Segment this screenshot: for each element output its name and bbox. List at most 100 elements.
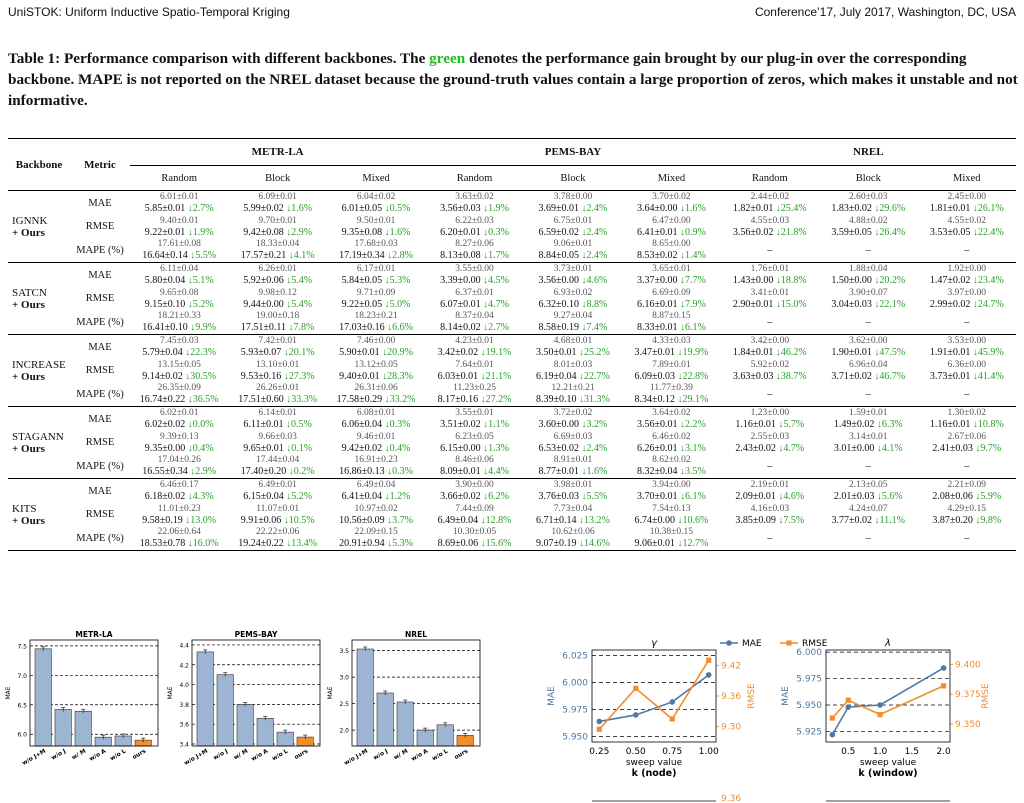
x-tick-label: w/o A bbox=[251, 748, 270, 762]
y2-axis-label: RMSE bbox=[747, 683, 757, 709]
ours-value: 5.84±0.05 bbox=[341, 275, 385, 286]
gain-value: ↓2.7% bbox=[187, 203, 214, 214]
split-random: Random bbox=[752, 172, 788, 184]
baseline-value: 6.17±0.01 bbox=[356, 264, 396, 274]
x-tick-label: w/o J bbox=[373, 749, 390, 762]
split-mixed: Mixed bbox=[953, 172, 981, 184]
result-cell: 9.98±0.12 9.44±0.00 ↓5.4% bbox=[228, 287, 326, 310]
baseline-value: 7.46±0.00 bbox=[356, 336, 396, 346]
split-block: Block bbox=[265, 172, 291, 184]
mae-point bbox=[596, 718, 603, 725]
baseline-value: 3.90±0.07 bbox=[849, 287, 888, 298]
ours-value: 1.82±0.01 bbox=[732, 203, 776, 214]
result-cell: 13.15±0.05 9.14±0.02 ↓30.5% bbox=[130, 359, 228, 382]
y-tick-label: 5.975 bbox=[796, 675, 822, 685]
baseline-value: 4.68±0.01 bbox=[553, 336, 593, 346]
result-cell: 7.45±0.03 5.79±0.04 ↓22.3% bbox=[130, 335, 228, 360]
bar bbox=[276, 731, 294, 747]
ours-value: 8.77±0.01 bbox=[538, 466, 582, 477]
baseline-value: 11.01±0.23 bbox=[157, 503, 201, 514]
baseline-value: 6.26±0.01 bbox=[258, 264, 297, 274]
x-tick-label: w/o L bbox=[431, 748, 449, 762]
ours-value: 6.18±0.02 bbox=[144, 491, 188, 502]
baseline-value: 9.46±0.01 bbox=[356, 431, 396, 442]
ours-value: 9.07±0.19 bbox=[536, 538, 580, 549]
result-cell: 4.68±0.01 3.50±0.01 ↓25.2% bbox=[524, 335, 622, 360]
ours-value: 6.15±0.00 bbox=[440, 442, 484, 454]
baseline-value: 6.46±0.17 bbox=[159, 480, 199, 490]
split-block: Block bbox=[560, 172, 586, 184]
gain-value: ↓1.6% bbox=[679, 203, 706, 214]
result-cell: 6.75±0.01 6.59±0.02 ↓2.4% bbox=[524, 215, 622, 238]
result-cell: 6.22±0.03 6.20±0.01 ↓0.3% bbox=[425, 215, 523, 238]
ours-value: 9.53±0.16 bbox=[240, 370, 284, 382]
y2-tick-label: 9.375 bbox=[955, 690, 981, 700]
ours-value: 3.56±0.02 bbox=[732, 226, 776, 238]
gain-value: ↓0.5% bbox=[384, 203, 411, 214]
y2-tick-label: 9.400 bbox=[955, 660, 981, 670]
rmse-point bbox=[845, 697, 851, 703]
ours-value: 1.47±0.02 bbox=[929, 275, 973, 286]
result-cell: 3.62±0.00 1.90±0.01 ↓47.5% bbox=[819, 335, 917, 360]
y-tick-label: 4.0 bbox=[179, 682, 189, 689]
baseline-value: 13.12±0.05 bbox=[354, 359, 398, 370]
result-cell: – bbox=[865, 460, 871, 472]
mae-line bbox=[831, 667, 945, 735]
baseline-value: 4.33±0.03 bbox=[652, 336, 691, 346]
table-row: RMSE 9.40±0.01 9.22±0.01 ↓1.9% 9.70±0.01 9.4… bbox=[8, 215, 1016, 238]
col-metric: Metric bbox=[84, 158, 116, 171]
ours-value: 9.58±0.19 bbox=[142, 514, 186, 526]
result-cell: 9.65±0.08 9.15±0.10 ↓5.2% bbox=[130, 287, 228, 310]
ours-value: 3.50±0.01 bbox=[536, 347, 580, 358]
result-cell: 11.77±0.39 8.34±0.12 ↓29.1% bbox=[622, 382, 720, 407]
mae-point bbox=[705, 672, 712, 678]
result-cell: – bbox=[865, 316, 871, 328]
result-cell: 3.94±0.00 3.70±0.01 ↓6.1% bbox=[622, 479, 720, 504]
y-tick-label: 6.025 bbox=[562, 651, 588, 661]
ours-value: 9.35±0.00 bbox=[144, 442, 188, 454]
y-tick-label: 3.4 bbox=[179, 742, 189, 749]
ours-value: 17.58±0.29 bbox=[336, 394, 385, 405]
line-chart-panel: λ 5.925 5.950 5.975 6.000 9.350 9.375 9.400 0.5 1… bbox=[781, 638, 991, 779]
ours-value: 3.66±0.02 bbox=[440, 491, 484, 502]
result-cell: 2.13±0.05 2.01±0.03 ↓5.6% bbox=[819, 479, 917, 504]
backbone-name: IGNNK + Ours bbox=[8, 191, 70, 263]
result-cell: 22.09±0.15 20.91±0.94 ↓5.3% bbox=[326, 526, 426, 551]
x-tick-label: ours bbox=[294, 748, 310, 761]
gain-value: ↓0.2% bbox=[288, 466, 315, 477]
gain-value: ↓1.3% bbox=[483, 442, 509, 454]
ours-value: 16.55±0.34 bbox=[142, 466, 191, 477]
result-cell: 6.11±0.04 5.80±0.04 ↓5.1% bbox=[130, 263, 228, 288]
gain-value: ↓20.2% bbox=[874, 275, 906, 286]
y2-tick-label: 9.350 bbox=[955, 720, 981, 730]
line-chart-title: λ bbox=[884, 638, 891, 649]
baseline-value: 4.23±0.01 bbox=[455, 336, 494, 346]
result-cell: – bbox=[767, 316, 773, 328]
rmse-point bbox=[829, 715, 835, 721]
plot-frame bbox=[591, 649, 717, 743]
result-cell: 6.09±0.01 5.99±0.02 ↓1.6% bbox=[228, 191, 326, 216]
bar bbox=[236, 704, 254, 747]
metric-label: MAPE (%) bbox=[76, 388, 124, 400]
baseline-value: 11.23±0.25 bbox=[453, 383, 496, 393]
gain-value: ↓7.7% bbox=[679, 275, 706, 286]
ours-value: 3.37±0.00 bbox=[636, 275, 680, 286]
baseline-value: 6.04±0.02 bbox=[356, 192, 396, 202]
ours-value: 6.09±0.03 bbox=[634, 370, 678, 382]
gain-value: ↓4.6% bbox=[778, 491, 805, 502]
y-tick-label: 5.975 bbox=[562, 706, 588, 716]
chart-subtitle: k (node) bbox=[632, 768, 677, 779]
table-row: RMSE 9.39±0.13 9.35±0.00 ↓0.4% 9.66±0.03 9.6… bbox=[8, 431, 1016, 454]
gain-value: ↓27.2% bbox=[480, 394, 512, 405]
result-cell: 4.88±0.02 3.59±0.05 ↓26.4% bbox=[819, 215, 917, 238]
bar-chart-title: PEMS-BAY bbox=[235, 630, 278, 639]
gain-value: ↓6.2% bbox=[483, 491, 509, 502]
ours-value: 6.26±0.01 bbox=[636, 442, 680, 454]
baseline-value: 8.91±0.01 bbox=[553, 455, 593, 465]
ours-value: 5.79±0.04 bbox=[142, 347, 186, 358]
result-cell: 4.29±0.15 3.87±0.20 ↓9.8% bbox=[918, 503, 1017, 526]
metric-label: MAE bbox=[88, 341, 112, 353]
ours-value: 6.11±0.01 bbox=[243, 419, 287, 430]
